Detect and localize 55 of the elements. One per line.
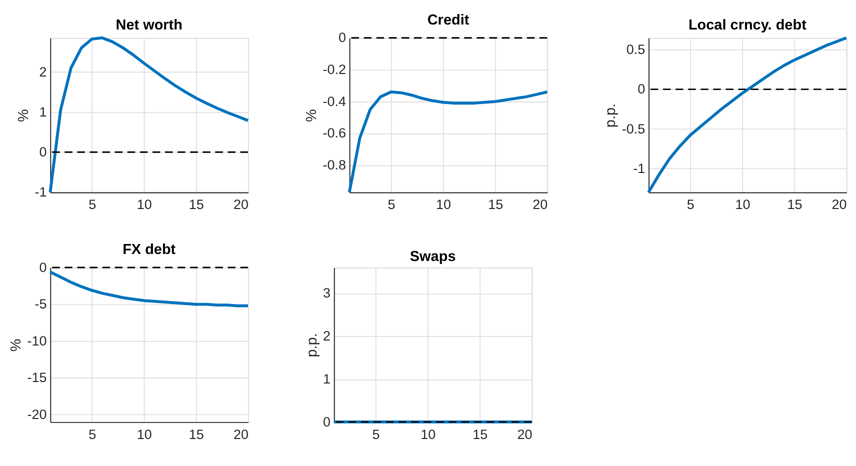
x-tick-label: 15: [188, 426, 204, 442]
line-series: [647, 36, 848, 194]
y-tick-label: -0.5: [622, 121, 646, 136]
chart-title: Local crncy. debt: [688, 18, 807, 34]
x-tick-label: 5: [372, 426, 380, 442]
x-tick-label: 5: [388, 197, 396, 212]
y-tick-label: -15: [27, 370, 47, 386]
y-axis-title: %: [8, 338, 25, 352]
chart-title: FX debt: [122, 242, 176, 258]
line-series: [48, 36, 250, 194]
chart-title: Net worth: [116, 18, 182, 34]
x-tick-label: 5: [88, 426, 96, 442]
y-axis-title: %: [304, 108, 320, 122]
x-tick-label: 15: [188, 197, 204, 212]
y-tick-label: 2: [39, 64, 47, 80]
y-tick-label: -0.4: [322, 94, 346, 109]
y-tick-label: -20: [27, 406, 47, 422]
x-tick-label: 10: [420, 426, 436, 442]
x-tick-label: 10: [136, 197, 152, 212]
x-tick-label: 5: [686, 197, 694, 212]
y-tick-label: -0.2: [322, 62, 346, 78]
y-tick-label: -1: [633, 160, 646, 176]
chart-title: Credit: [427, 12, 470, 28]
y-tick-label: -1: [34, 184, 47, 200]
y-tick-label: 1: [323, 371, 331, 386]
y-tick-label: -10: [27, 333, 47, 348]
y-tick-label: -0.8: [322, 158, 346, 173]
x-tick-label: 20: [517, 426, 532, 442]
x-tick-label: 10: [436, 197, 452, 212]
x-tick-label: 10: [136, 426, 152, 442]
y-tick-label: 0: [39, 144, 47, 160]
y-tick-label: 0: [323, 414, 331, 430]
line-series: [48, 270, 250, 308]
x-tick-label: 20: [832, 197, 847, 212]
y-tick-label: 3: [323, 286, 331, 301]
x-tick-label: 20: [233, 197, 248, 212]
x-tick-label: 20: [532, 197, 548, 212]
x-tick-label: 10: [735, 197, 750, 212]
y-tick-label: -0.6: [322, 126, 346, 141]
y-tick-label: 0: [638, 82, 646, 97]
y-tick-label: -5: [34, 296, 47, 312]
y-tick-label: 0: [39, 260, 47, 275]
y-axis-title: p.p.: [603, 103, 620, 128]
x-tick-label: 15: [472, 426, 488, 442]
chart-title: Swaps: [410, 248, 456, 265]
y-axis-title: %: [16, 108, 32, 122]
x-tick-label: 15: [787, 197, 802, 212]
x-tick-label: 15: [488, 197, 504, 212]
y-tick-label: 0: [338, 30, 346, 46]
y-tick-label: 1: [39, 104, 47, 120]
x-tick-label: 20: [233, 426, 248, 442]
y-tick-label: 2: [323, 328, 331, 344]
y-tick-label: 0.5: [626, 42, 646, 58]
y-axis-title: p.p.: [304, 333, 320, 358]
x-tick-label: 5: [88, 197, 96, 212]
